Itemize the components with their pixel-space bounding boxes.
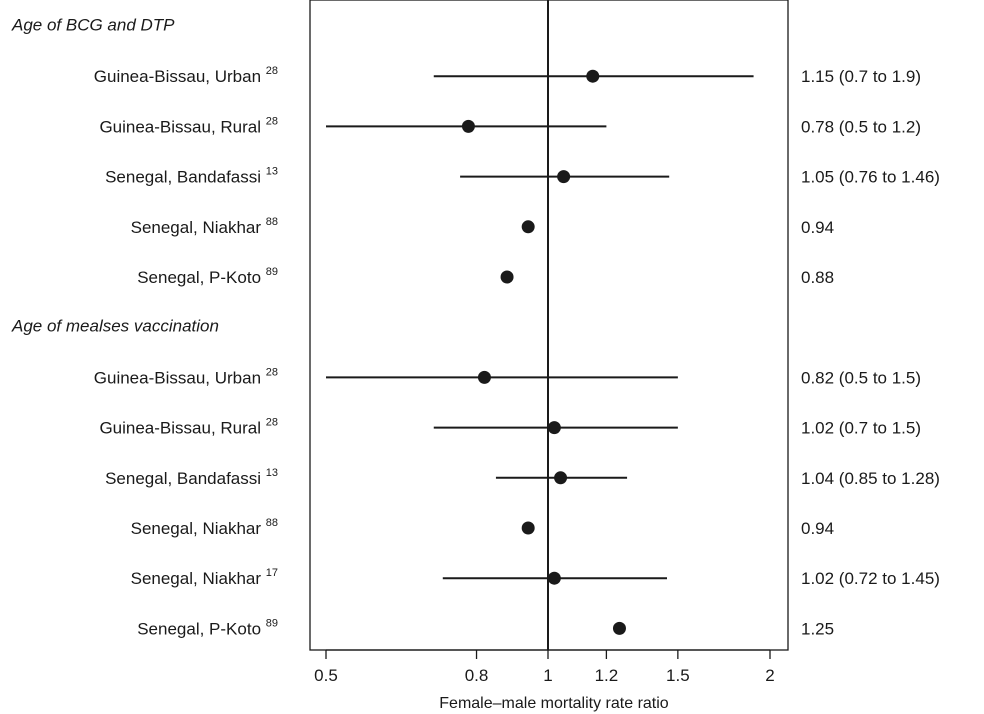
study-reference: 89 — [266, 617, 278, 629]
study-name: Guinea-Bissau, Rural — [99, 117, 265, 136]
study-name: Guinea-Bissau, Rural — [99, 419, 265, 438]
study-reference: 88 — [266, 517, 278, 529]
estimate-text: 1.02 (0.72 to 1.45) — [801, 569, 940, 588]
estimate-text: 0.82 (0.5 to 1.5) — [801, 368, 921, 387]
study-reference: 28 — [266, 115, 278, 127]
study-reference: 28 — [266, 65, 278, 77]
estimate-text: 0.78 (0.5 to 1.2) — [801, 117, 921, 136]
study-label: Senegal, Niakhar 88 — [131, 216, 278, 237]
estimate-point — [521, 521, 535, 535]
study-label: Guinea-Bissau, Urban 28 — [94, 366, 278, 387]
estimate-point — [547, 571, 561, 585]
study-name: Senegal, Bandafassi — [105, 469, 266, 488]
study-name: Senegal, Niakhar — [131, 569, 266, 588]
group-heading: Age of mealses vaccination — [11, 317, 219, 336]
study-reference: 13 — [266, 166, 278, 178]
study-label: Senegal, P-Koto 89 — [137, 617, 278, 638]
estimate-point — [586, 69, 600, 83]
study-label: Senegal, Niakhar 17 — [131, 567, 278, 588]
estimate-text: 0.94 — [801, 218, 834, 237]
estimate-point — [554, 471, 568, 485]
study-label: Senegal, Niakhar 88 — [131, 517, 278, 538]
study-reference: 13 — [266, 467, 278, 479]
estimate-point — [557, 170, 571, 184]
study-reference: 88 — [266, 216, 278, 228]
study-reference: 28 — [266, 366, 278, 378]
estimate-text: 0.94 — [801, 519, 834, 538]
study-name: Senegal, P-Koto — [137, 268, 266, 287]
study-label: Guinea-Bissau, Rural 28 — [99, 115, 278, 136]
study-name: Senegal, P-Koto — [137, 619, 266, 638]
study-label: Guinea-Bissau, Rural 28 — [99, 417, 278, 438]
estimate-text: 1.05 (0.76 to 1.46) — [801, 168, 940, 187]
study-name: Guinea-Bissau, Urban — [94, 368, 266, 387]
estimate-point — [547, 421, 561, 435]
x-tick-label: 2 — [765, 666, 774, 685]
x-axis-title: Female–male mortality rate ratio — [439, 695, 669, 712]
estimate-text: 0.88 — [801, 268, 834, 287]
x-tick-label: 0.8 — [465, 666, 489, 685]
estimate-text: 1.02 (0.7 to 1.5) — [801, 419, 921, 438]
study-label: Senegal, Bandafassi 13 — [105, 166, 278, 187]
study-reference: 28 — [266, 417, 278, 429]
estimate-text: 1.25 — [801, 619, 834, 638]
estimate-text: 1.15 (0.7 to 1.9) — [801, 67, 921, 86]
x-tick-label: 1.5 — [666, 666, 690, 685]
estimate-text: 1.04 (0.85 to 1.28) — [801, 469, 940, 488]
estimate-point — [500, 270, 514, 284]
estimate-point — [521, 220, 535, 234]
estimate-point — [461, 119, 475, 133]
study-label: Senegal, Bandafassi 13 — [105, 467, 278, 488]
study-reference: 17 — [266, 567, 278, 579]
x-tick-label: 1.2 — [595, 666, 619, 685]
group-heading: Age of BCG and DTP — [11, 15, 175, 34]
x-tick-label: 0.5 — [314, 666, 338, 685]
study-name: Senegal, Niakhar — [131, 519, 266, 538]
study-name: Guinea-Bissau, Urban — [94, 67, 266, 86]
study-label: Guinea-Bissau, Urban 28 — [94, 65, 278, 86]
estimate-point — [477, 370, 491, 384]
x-tick-label: 1 — [543, 666, 552, 685]
study-reference: 89 — [266, 266, 278, 278]
estimate-point — [612, 621, 626, 635]
study-name: Senegal, Niakhar — [131, 218, 266, 237]
study-label: Senegal, P-Koto 89 — [137, 266, 278, 287]
study-name: Senegal, Bandafassi — [105, 168, 266, 187]
